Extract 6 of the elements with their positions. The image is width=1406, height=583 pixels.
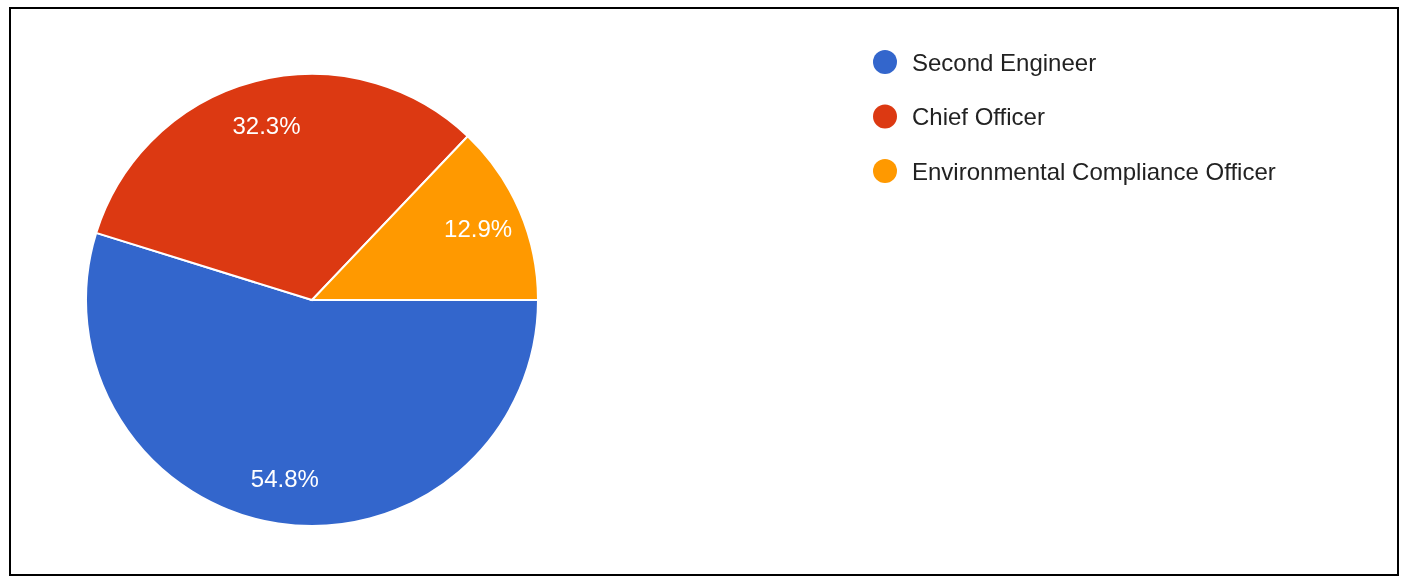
legend-label: Second Engineer xyxy=(912,48,1097,76)
data-label: 12.9% xyxy=(444,215,513,243)
data-label: 32.3% xyxy=(232,111,301,139)
data-label: 54.8% xyxy=(250,465,319,493)
legend-label: Environmental Compliance Officer xyxy=(912,157,1276,185)
legend-label: Chief Officer xyxy=(912,103,1045,130)
